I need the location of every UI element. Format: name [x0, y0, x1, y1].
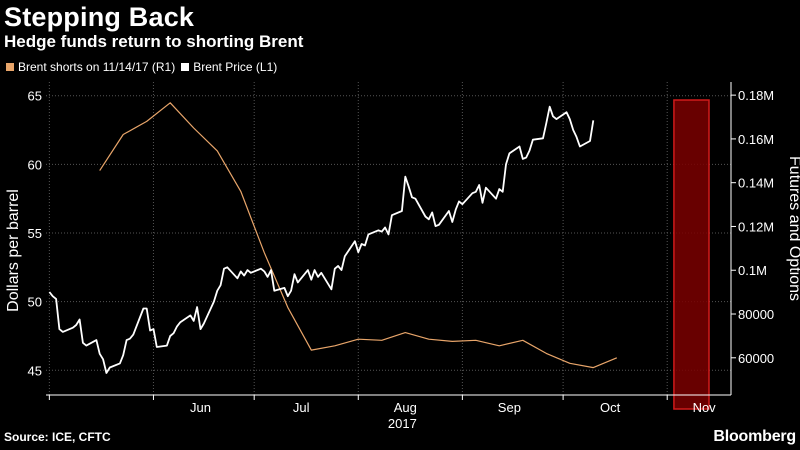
y-left-tick-label: 60 [28, 157, 42, 172]
x-tick-label: Jun [190, 400, 211, 415]
y-left-tick-label: 45 [28, 363, 42, 378]
series-line-brent-price [48, 105, 595, 374]
y-left-tick-label: 65 [28, 89, 42, 104]
legend-label-shorts: Brent shorts on 11/14/17 (R1) [18, 60, 176, 74]
y-right-tick-label: 0.14M [738, 176, 774, 191]
x-tick-label: Aug [394, 400, 417, 415]
legend-swatch-price [181, 63, 190, 71]
x-tick-label: Sep [498, 400, 521, 415]
y-left-tick-label: 55 [28, 226, 42, 241]
chart-subtitle: Hedge funds return to shorting Brent [4, 32, 304, 51]
y-left-tick-label: 50 [28, 295, 42, 310]
chart-title: Stepping Back [4, 2, 195, 32]
x-axis-year-label: 2017 [388, 416, 417, 431]
x-tick-label: Jul [293, 400, 310, 415]
x-tick-label: Nov [693, 400, 717, 415]
legend: Brent shorts on 11/14/17 (R1) Brent Pric… [6, 60, 283, 74]
y-axis-right-title: Futures and Options [786, 156, 800, 301]
series-lines [48, 102, 618, 374]
y-right-tick-label: 0.12M [738, 219, 774, 234]
brand-logo: Bloomberg [713, 428, 796, 445]
axes: 45 50 55 60 65 60000 80000 0.1M 0.12M 0.14M 0.16M 0… [28, 82, 774, 415]
source-note: Source: ICE, CFTC [4, 430, 111, 444]
x-tick-label: Oct [600, 400, 621, 415]
highlight-region [673, 99, 710, 410]
y-right-tick-label: 60000 [738, 351, 774, 366]
legend-item-shorts: Brent shorts on 11/14/17 (R1) [6, 60, 175, 74]
series-line-brent-shorts [99, 102, 618, 369]
legend-item-price: Brent Price (L1) [181, 60, 277, 74]
y-axis-left-title: Dollars per barrel [5, 189, 22, 312]
grid [46, 82, 731, 395]
y-right-tick-label: 0.1M [738, 263, 767, 278]
y-right-tick-label: 0.16M [738, 132, 774, 147]
y-right-tick-label: 0.18M [738, 88, 774, 103]
y-right-tick-label: 80000 [738, 307, 774, 322]
legend-swatch-shorts [6, 63, 14, 71]
legend-label-price: Brent Price (L1) [193, 60, 278, 74]
